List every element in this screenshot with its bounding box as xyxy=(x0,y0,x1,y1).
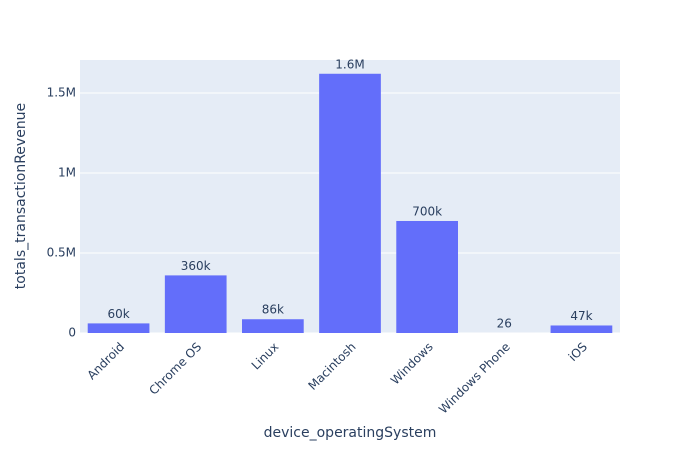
y-tick-label: 1.5M xyxy=(47,85,76,99)
bar xyxy=(242,319,304,333)
x-tick-label: iOS xyxy=(566,340,590,364)
value-label: 26 xyxy=(497,316,512,330)
value-label: 86k xyxy=(262,303,284,317)
bar xyxy=(550,325,613,333)
x-tick-label: Windows Phone xyxy=(436,340,513,417)
y-tick-label: 0 xyxy=(68,326,76,340)
bar xyxy=(164,275,227,333)
value-label: 700k xyxy=(412,204,442,218)
y-axis-title: totals_transactionRevenue xyxy=(13,103,29,289)
x-axis-title: device_operatingSystem xyxy=(264,425,437,441)
value-label: 360k xyxy=(181,259,211,273)
y-tick-label: 1M xyxy=(58,165,76,179)
y-tick-label: 0.5M xyxy=(47,245,76,259)
x-tick-label: Windows xyxy=(388,340,436,388)
bar xyxy=(319,73,381,333)
value-label: 1.6M xyxy=(335,57,364,71)
value-label: 60k xyxy=(107,307,129,321)
bar xyxy=(396,220,458,333)
x-tick-label: Linux xyxy=(249,340,282,373)
bar xyxy=(87,323,150,333)
x-tick-label: Chrome OS xyxy=(146,340,204,398)
value-label: 47k xyxy=(570,309,592,323)
x-tick-label: Macintosh xyxy=(305,340,358,393)
x-tick-label: Android xyxy=(84,340,127,383)
